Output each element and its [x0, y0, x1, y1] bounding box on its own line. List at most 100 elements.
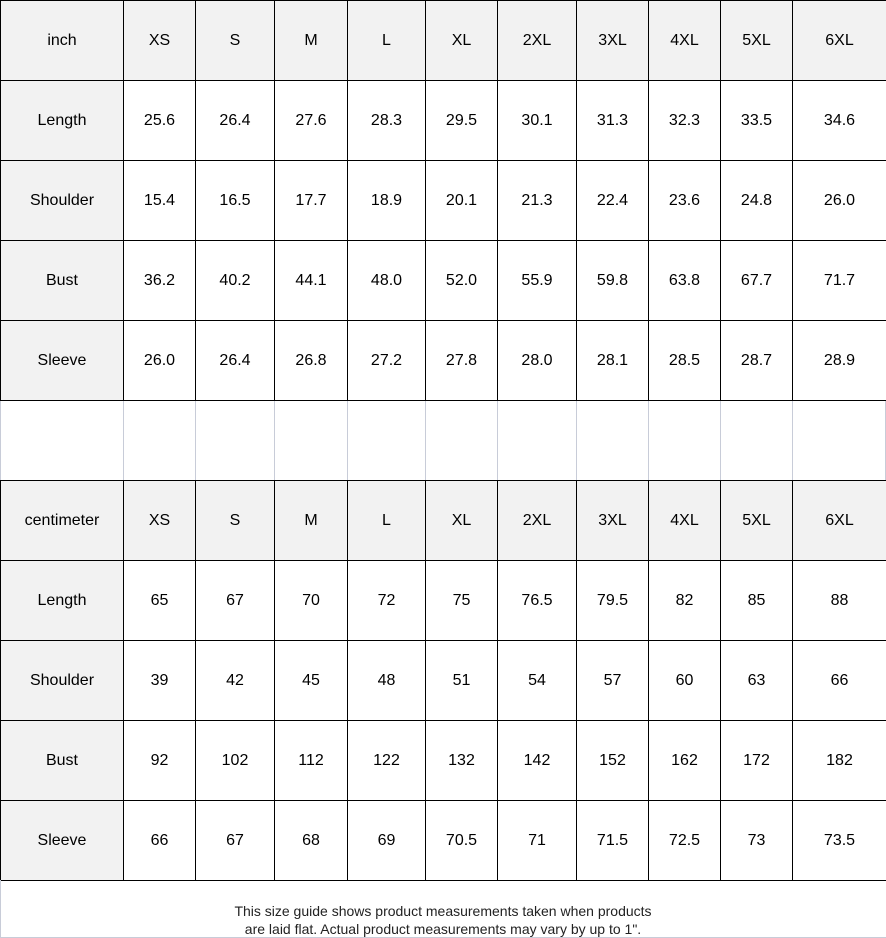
measurement-value: 42	[195, 640, 275, 721]
measurement-value: 28.9	[792, 320, 886, 401]
note-line-2: are laid flat. Actual product measuremen…	[244, 921, 642, 937]
measurement-value: 27.8	[425, 320, 498, 401]
size-header: L	[347, 480, 426, 561]
measurement-value: 60	[648, 640, 721, 721]
measurement-value: 73	[720, 800, 793, 881]
size-header: XS	[123, 480, 196, 561]
size-header: 6XL	[792, 480, 886, 561]
measurement-value: 71.5	[576, 800, 649, 881]
measurement-label: Shoulder	[0, 640, 124, 721]
measurement-value: 63	[720, 640, 793, 721]
measurement-value: 29.5	[425, 80, 498, 161]
measurement-value: 85	[720, 560, 793, 641]
size-header: XL	[425, 0, 498, 81]
measurement-value: 44.1	[274, 240, 348, 321]
size-header: M	[274, 480, 348, 561]
size-header: XS	[123, 0, 196, 81]
size-header: XL	[425, 480, 498, 561]
measurement-value: 16.5	[195, 160, 275, 241]
measurement-value: 33.5	[720, 80, 793, 161]
measurement-value: 82	[648, 560, 721, 641]
measurement-value: 27.2	[347, 320, 426, 401]
measurement-value: 28.3	[347, 80, 426, 161]
grid-line	[0, 401, 1, 480]
measurement-value: 152	[576, 720, 649, 801]
measurement-value: 68	[274, 800, 348, 881]
size-header: S	[195, 0, 275, 81]
table-row: Sleeve 66 67 68 69 70.5 71 71.5 72.5 73 73.5	[0, 800, 886, 881]
measurement-value: 52.0	[425, 240, 498, 321]
table-row: Bust 92 102 112 122 132 142 152 162 172 182	[0, 720, 886, 801]
size-header: 4XL	[648, 0, 721, 81]
measurement-value: 71	[497, 800, 577, 881]
measurement-value: 17.7	[274, 160, 348, 241]
measurement-value: 21.3	[497, 160, 577, 241]
measurement-value: 76.5	[497, 560, 577, 641]
table-spacer	[0, 401, 886, 480]
measurement-value: 20.1	[425, 160, 498, 241]
grid-line	[274, 401, 275, 480]
size-header: L	[347, 0, 426, 81]
table-row: Shoulder 15.4 16.5 17.7 18.9 20.1 21.3 22.4 23.6…	[0, 160, 886, 241]
inch-size-table: inch XS S M L XL 2XL 3XL 4XL 5XL 6XL Length 25.6 26.4…	[0, 0, 886, 401]
measurement-value: 31.3	[576, 80, 649, 161]
unit-label: inch	[0, 0, 124, 81]
size-header: 5XL	[720, 480, 793, 561]
unit-label: centimeter	[0, 480, 124, 561]
measurement-value: 54	[497, 640, 577, 721]
measurement-value: 79.5	[576, 560, 649, 641]
measurement-value: 67.7	[720, 240, 793, 321]
measurement-value: 28.5	[648, 320, 721, 401]
measurement-value: 182	[792, 720, 886, 801]
measurement-value: 28.1	[576, 320, 649, 401]
measurement-value: 73.5	[792, 800, 886, 881]
size-header: 2XL	[497, 480, 577, 561]
size-header: S	[195, 480, 275, 561]
measurement-value: 26.0	[792, 160, 886, 241]
measurement-value: 57	[576, 640, 649, 721]
note-line-1: This size guide shows product measuremen…	[234, 903, 652, 919]
grid-line	[195, 401, 196, 480]
size-header: 5XL	[720, 0, 793, 81]
grid-line	[648, 401, 649, 480]
measurement-value: 51	[425, 640, 498, 721]
measurement-value: 15.4	[123, 160, 196, 241]
size-header: 2XL	[497, 0, 577, 81]
size-guide-note: This size guide shows product measuremen…	[0, 902, 886, 938]
measurement-value: 67	[195, 560, 275, 641]
grid-line	[347, 401, 348, 480]
measurement-value: 26.0	[123, 320, 196, 401]
measurement-value: 71.7	[792, 240, 886, 321]
size-header: 3XL	[576, 480, 649, 561]
measurement-value: 32.3	[648, 80, 721, 161]
measurement-value: 36.2	[123, 240, 196, 321]
measurement-value: 26.4	[195, 320, 275, 401]
measurement-value: 40.2	[195, 240, 275, 321]
measurement-value: 92	[123, 720, 196, 801]
measurement-value: 25.6	[123, 80, 196, 161]
table-row: Length 65 67 70 72 75 76.5 79.5 82 85 88	[0, 560, 886, 641]
measurement-value: 24.8	[720, 160, 793, 241]
measurement-label: Sleeve	[0, 320, 124, 401]
measurement-value: 70	[274, 560, 348, 641]
divider	[0, 880, 1, 938]
measurement-value: 72.5	[648, 800, 721, 881]
measurement-value: 23.6	[648, 160, 721, 241]
measurement-label: Length	[0, 560, 124, 641]
table-row: Bust 36.2 40.2 44.1 48.0 52.0 55.9 59.8 63.8 67.7…	[0, 240, 886, 321]
measurement-value: 39	[123, 640, 196, 721]
measurement-label: Length	[0, 80, 124, 161]
measurement-value: 65	[123, 560, 196, 641]
measurement-value: 66	[123, 800, 196, 881]
table-row: Sleeve 26.0 26.4 26.8 27.2 27.8 28.0 28.1 28.5 28…	[0, 320, 886, 401]
measurement-value: 67	[195, 800, 275, 881]
grid-line	[497, 401, 498, 480]
measurement-label: Bust	[0, 720, 124, 801]
measurement-value: 75	[425, 560, 498, 641]
centimeter-size-table: centimeter XS S M L XL 2XL 3XL 4XL 5XL 6XL Length 65…	[0, 480, 886, 881]
grid-line	[720, 401, 721, 480]
measurement-value: 45	[274, 640, 348, 721]
measurement-label: Bust	[0, 240, 124, 321]
measurement-value: 34.6	[792, 80, 886, 161]
measurement-value: 122	[347, 720, 426, 801]
